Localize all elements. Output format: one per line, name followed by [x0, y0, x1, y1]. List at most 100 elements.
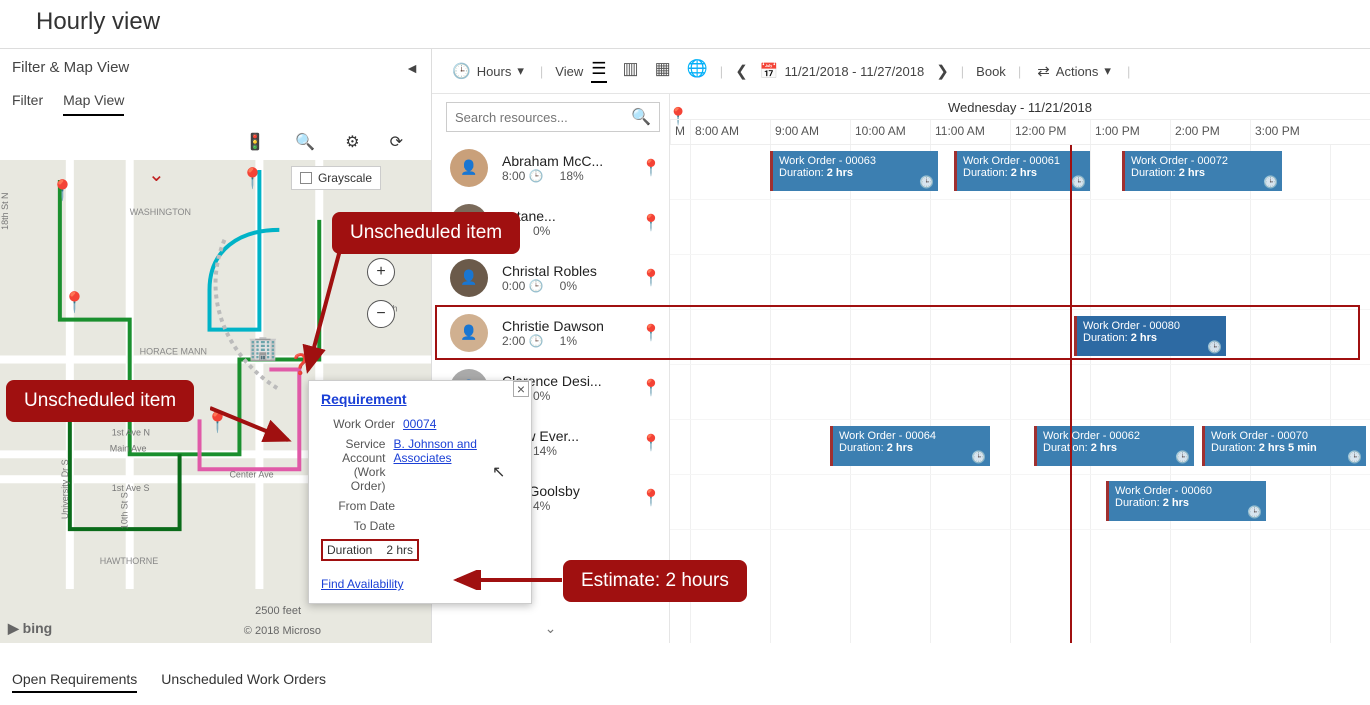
resource-name: Christie Dawson: [502, 318, 659, 334]
date-range-label: 11/21/2018 - 11/27/2018: [784, 64, 924, 79]
zoom-in-button[interactable]: +: [367, 258, 395, 286]
clock-icon: 🕒: [1175, 450, 1190, 464]
resource-sub: 0:00 🕒0%: [502, 279, 659, 293]
grayscale-toggle[interactable]: Grayscale: [291, 166, 381, 190]
search-icon[interactable]: 🔍: [631, 107, 651, 127]
date-range-picker[interactable]: 📅 11/21/2018 - 11/27/2018: [756, 60, 928, 82]
location-pin-icon[interactable]: 📍: [641, 268, 661, 288]
resource-info: Christal Robles0:00 🕒0%: [502, 263, 659, 293]
work-order-block[interactable]: Work Order - 00062Duration: 2 hrs🕒: [1034, 426, 1194, 466]
work-order-id: Work Order - 00061: [963, 155, 1084, 167]
location-pin-icon[interactable]: 📍: [641, 158, 661, 178]
resource-row[interactable]: 👤Christal Robles0:00 🕒0%📍: [432, 250, 669, 305]
resource-name: astane...: [502, 208, 659, 224]
clock-icon: 🕒: [452, 62, 471, 80]
avatar: 👤: [450, 314, 488, 352]
view-columns-icon[interactable]: ▥: [623, 59, 639, 83]
arrow-icon: [210, 400, 300, 450]
actions-dropdown[interactable]: ⇄ Actions ▾: [1033, 60, 1115, 82]
resource-name: Abraham McC...: [502, 153, 659, 169]
tab-open-requirements[interactable]: Open Requirements: [12, 671, 137, 693]
resource-row[interactable]: 👤 Abraham McC...8:00 🕒18%📍: [432, 140, 669, 195]
separator: |: [1014, 64, 1025, 79]
location-pin-icon[interactable]: 📍: [641, 433, 661, 453]
tab-unscheduled-work-orders[interactable]: Unscheduled Work Orders: [161, 671, 326, 693]
resource-row[interactable]: 👤 Christie Dawson2:00 🕒1%📍: [432, 305, 669, 360]
timeline-row[interactable]: [670, 310, 1370, 365]
map-toolbar: 🚦 🔍 ⚙ ⟳: [0, 116, 431, 160]
resource-name: Christal Robles: [502, 263, 659, 279]
service-account-link[interactable]: B. Johnson and Associates: [393, 437, 476, 465]
left-tabs: Filter Map View: [0, 86, 431, 116]
search-row: 🔍 📍: [432, 94, 669, 140]
location-pin-icon[interactable]: 📍: [641, 213, 661, 233]
work-order-link[interactable]: 00074: [403, 417, 436, 431]
schedule-toolbar: 🕒 Hours ▾ | View ☰ ▥ ▦ 🌐 | ❮ 📅 11/21/201…: [432, 49, 1370, 94]
resource-info: Abraham McC...8:00 🕒18%: [502, 153, 659, 183]
checkbox-icon[interactable]: [300, 172, 312, 184]
svg-text:Center Ave: Center Ave: [229, 469, 273, 479]
work-order-block[interactable]: Work Order - 00063Duration: 2 hrs🕒: [770, 151, 938, 191]
tab-filter[interactable]: Filter: [12, 92, 43, 116]
work-order-block[interactable]: Work Order - 00080Duration: 2 hrs🕒: [1074, 316, 1226, 356]
from-date-label: From Date: [321, 499, 403, 513]
work-order-block[interactable]: Work Order - 00070Duration: 2 hrs 5 min🕒: [1202, 426, 1366, 466]
work-order-label: Work Order: [321, 417, 403, 431]
timeline-row[interactable]: [670, 200, 1370, 255]
work-order-duration: Duration: 2 hrs: [779, 167, 932, 179]
tab-map-view[interactable]: Map View: [63, 92, 124, 116]
prev-date-button[interactable]: ❮: [735, 62, 748, 80]
refresh-map-icon[interactable]: ⟳: [390, 132, 403, 152]
chevron-down-icon: ▾: [1104, 63, 1111, 79]
map-settings-icon[interactable]: ⚙: [345, 132, 359, 152]
hour-header-cell: 10:00 AM: [850, 120, 930, 144]
collapse-left-panel-icon[interactable]: ◄: [405, 60, 419, 76]
popup-title[interactable]: Requirement: [321, 391, 519, 407]
map-pin[interactable]: ⌄: [148, 162, 165, 187]
actions-label: Actions: [1056, 64, 1099, 79]
traffic-icon[interactable]: 🚦: [245, 132, 265, 152]
resource-sub: 8:00 🕒18%: [502, 169, 659, 183]
book-button[interactable]: Book: [976, 64, 1006, 79]
location-pin-icon[interactable]: 📍: [641, 323, 661, 343]
next-date-button[interactable]: ❯: [936, 62, 949, 80]
timeline-body[interactable]: Work Order - 00063Duration: 2 hrs🕒Work O…: [670, 145, 1370, 643]
timeline-column: Wednesday - 11/21/2018 M8:00 AM9:00 AM10…: [670, 94, 1370, 643]
work-order-id: Work Order - 00063: [779, 155, 932, 167]
work-order-block[interactable]: Work Order - 00060Duration: 2 hrs🕒: [1106, 481, 1266, 521]
map-pin[interactable]: 📍: [240, 166, 265, 191]
work-order-block[interactable]: Work Order - 00072Duration: 2 hrs🕒: [1122, 151, 1282, 191]
left-panel-title: Filter & Map View: [12, 59, 129, 76]
location-pin-icon[interactable]: 📍: [641, 488, 661, 508]
left-panel-header: Filter & Map View ◄: [0, 49, 431, 86]
search-input[interactable]: [455, 110, 631, 125]
search-map-icon[interactable]: 🔍: [295, 132, 315, 152]
svg-text:1st Ave S: 1st Ave S: [112, 483, 150, 493]
arrow-icon: [452, 570, 572, 590]
work-order-id: Work Order - 00064: [839, 430, 984, 442]
timeline-row[interactable]: [670, 255, 1370, 310]
timeline-row[interactable]: [670, 365, 1370, 420]
avatar: 👤: [450, 149, 488, 187]
zoom-out-button[interactable]: −: [367, 300, 395, 328]
svg-text:1st Ave N: 1st Ave N: [112, 427, 150, 437]
map-building-icon[interactable]: 🏢: [248, 334, 278, 363]
hours-dropdown[interactable]: 🕒 Hours ▾: [448, 60, 528, 82]
map-pin[interactable]: 📍: [62, 290, 87, 315]
separator: |: [716, 64, 727, 79]
work-order-block[interactable]: Work Order - 00064Duration: 2 hrs🕒: [830, 426, 990, 466]
view-list-icon[interactable]: ☰: [591, 59, 606, 83]
svg-text:HORACE MANN: HORACE MANN: [140, 347, 207, 357]
view-globe-icon[interactable]: 🌐: [687, 59, 708, 83]
close-popup-button[interactable]: ×: [513, 381, 529, 397]
view-grid-icon[interactable]: ▦: [655, 59, 671, 83]
location-pin-icon[interactable]: 📍: [641, 378, 661, 398]
callout-unscheduled-1: Unscheduled item: [332, 212, 520, 254]
work-order-id: Work Order - 00072: [1131, 155, 1276, 167]
svg-text:HAWTHORNE: HAWTHORNE: [100, 556, 158, 566]
expand-chevron[interactable]: ⌄: [432, 614, 669, 643]
map-pin[interactable]: 📍: [50, 178, 75, 203]
chevron-down-icon: ▾: [517, 63, 524, 79]
resource-info: Christie Dawson2:00 🕒1%: [502, 318, 659, 348]
find-availability-link[interactable]: Find Availability: [321, 577, 404, 591]
